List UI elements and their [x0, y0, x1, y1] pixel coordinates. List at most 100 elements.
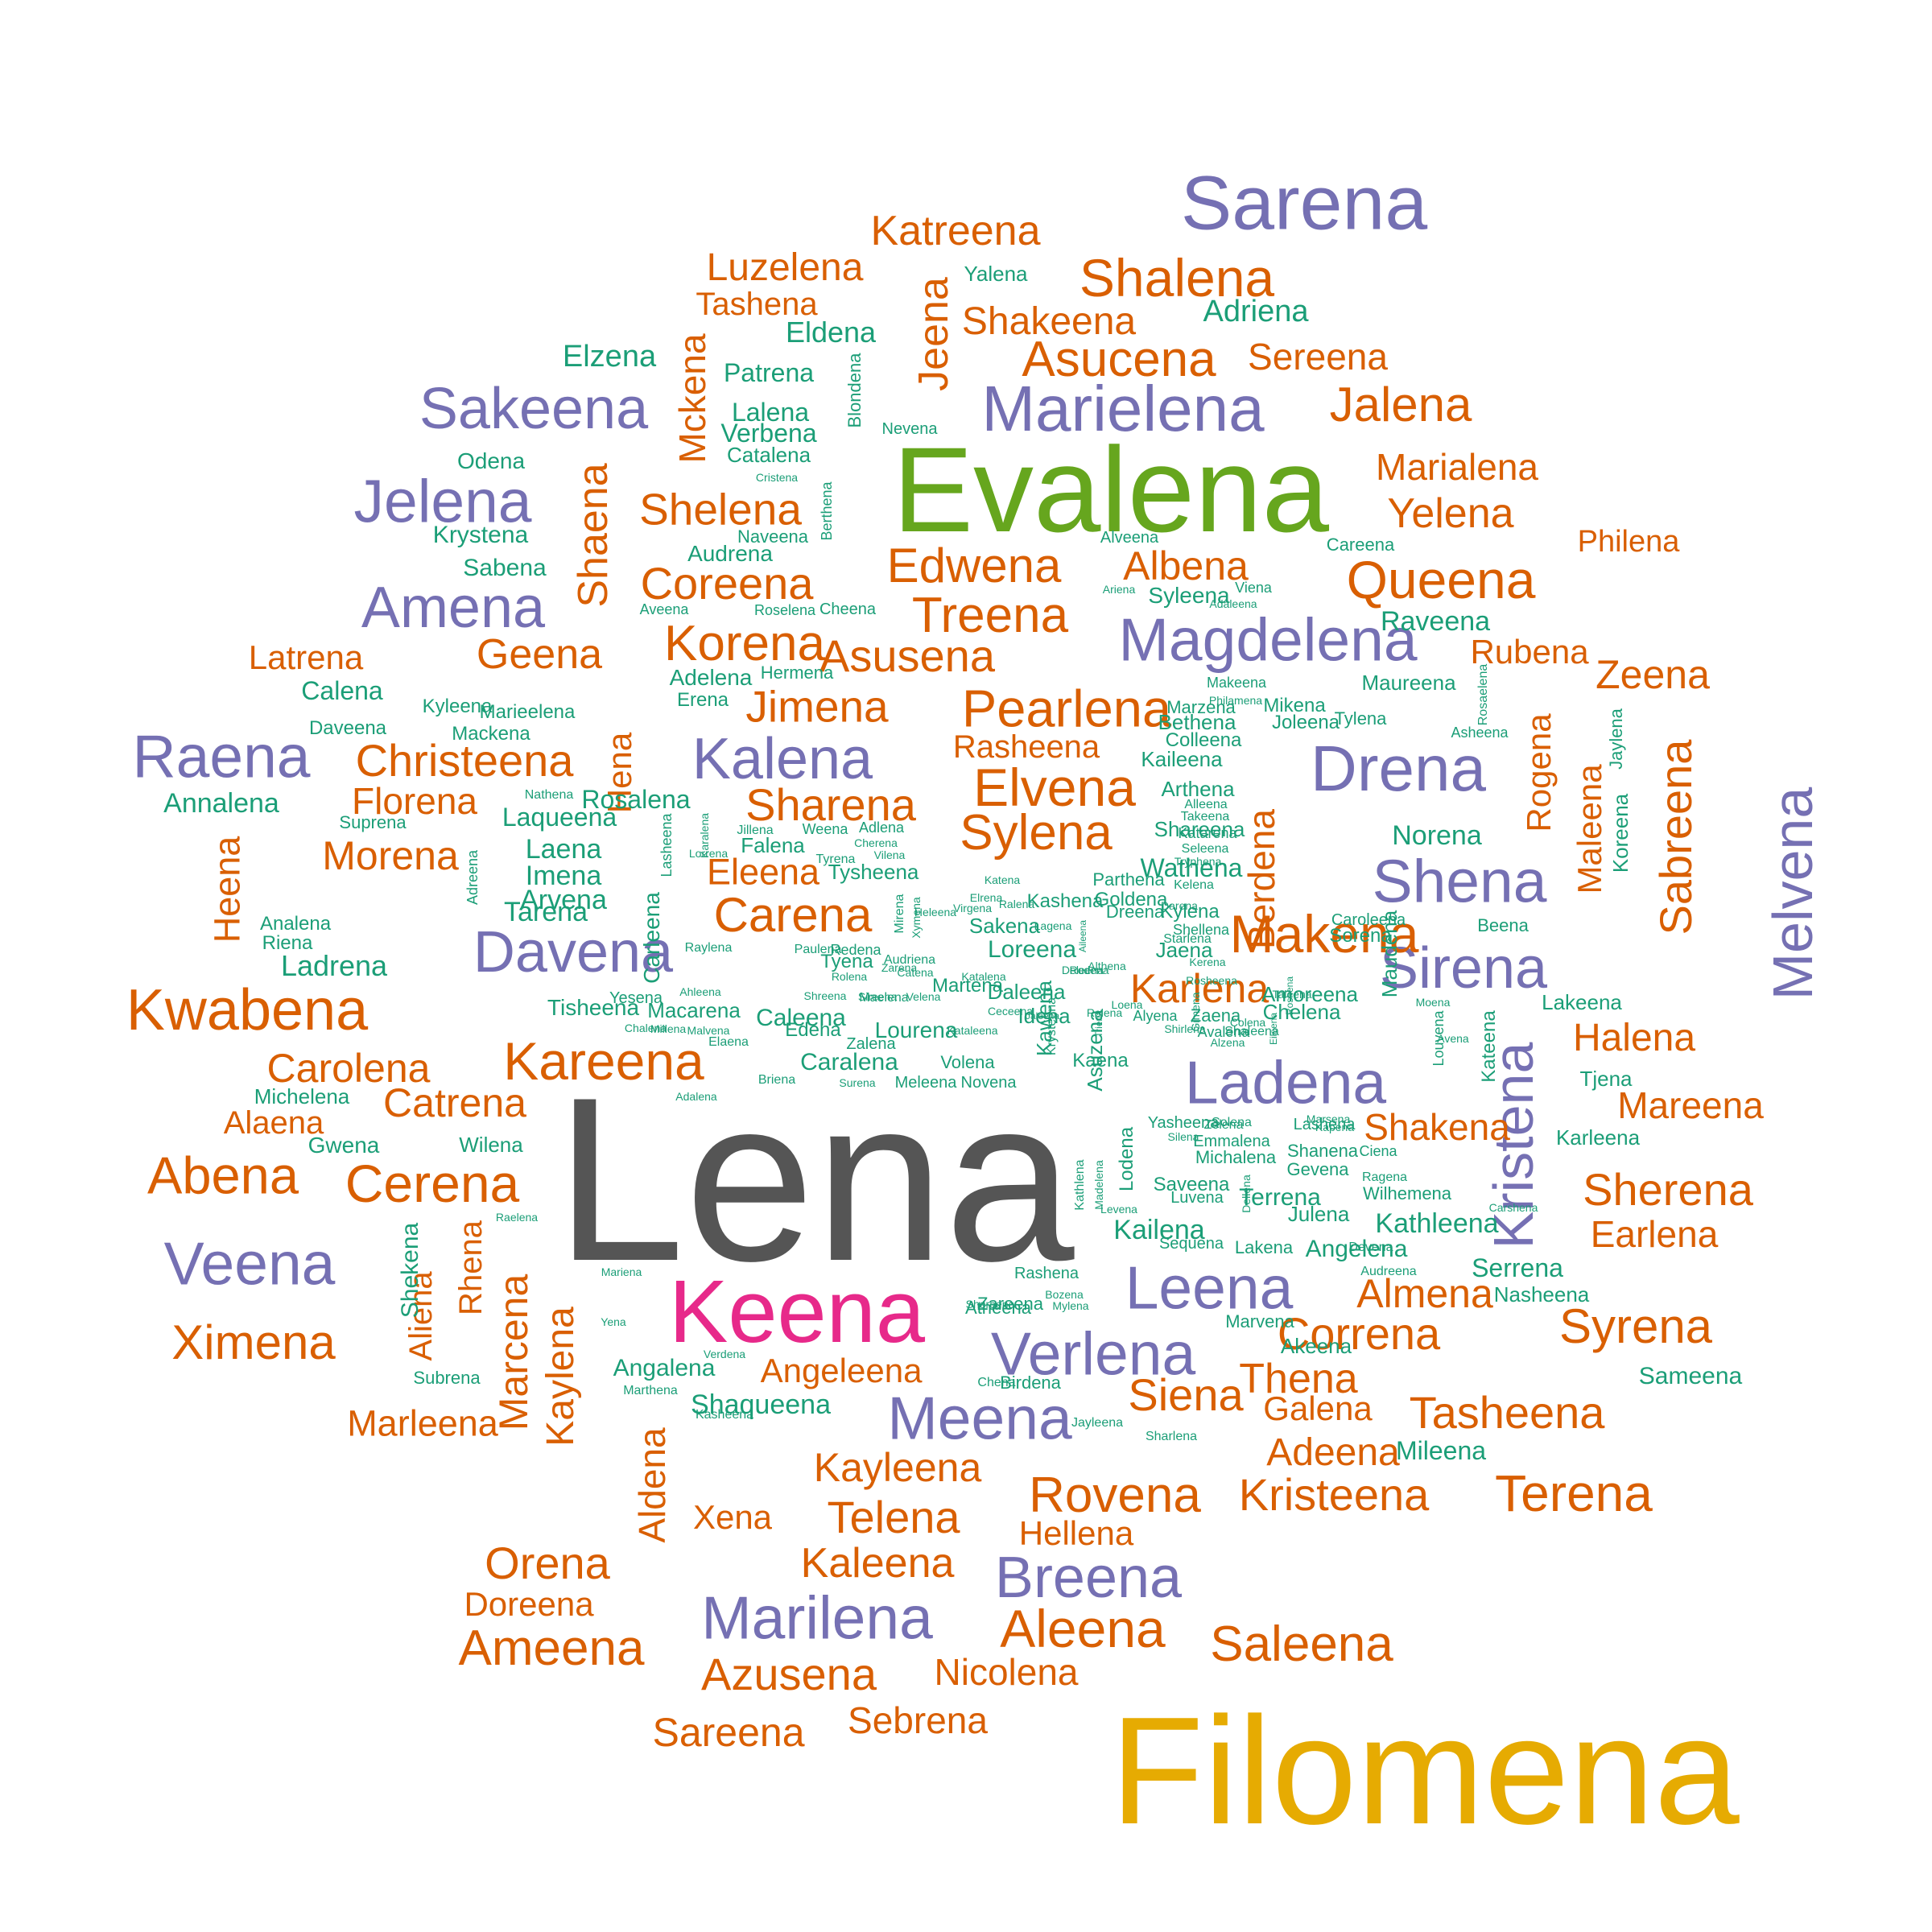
word: Tasheena: [1409, 1387, 1605, 1438]
word: Coreena: [640, 558, 814, 609]
word: Colena: [1229, 1016, 1266, 1029]
word: Alyena: [1133, 1008, 1178, 1024]
word: Arthena: [1161, 777, 1235, 801]
word: Beena: [1477, 915, 1529, 935]
word: Mylena: [1052, 1299, 1089, 1312]
word: Terena: [1495, 1464, 1653, 1522]
word: Nicolena: [934, 1651, 1079, 1693]
word: Shena: [1372, 847, 1547, 915]
word: Shakena: [1364, 1106, 1510, 1148]
word: Kayleena: [813, 1445, 982, 1490]
word: Norena: [1392, 820, 1482, 851]
word: Breena: [994, 1546, 1183, 1610]
word: Luvena: [1170, 1189, 1224, 1207]
word: Eldena: [785, 316, 877, 349]
word: Philena: [1577, 525, 1680, 559]
word: Erena: [676, 689, 729, 711]
word: Chelena: [1262, 1000, 1341, 1024]
word: Surena: [839, 1076, 876, 1089]
word: Devena: [1348, 1241, 1393, 1254]
word: Audrena: [687, 541, 773, 566]
word: Darena: [1161, 899, 1198, 912]
word: Maudena: [1377, 910, 1402, 998]
word: Wilena: [459, 1133, 523, 1157]
word: Hermena: [760, 663, 834, 683]
word: Sherena: [1583, 1164, 1753, 1215]
word: Blondena: [844, 353, 865, 428]
word: Albena: [1123, 543, 1249, 588]
word: Kaena: [1072, 1050, 1129, 1071]
word: Carshena: [1488, 1201, 1538, 1214]
word: Martena: [931, 975, 1004, 997]
word: Eleena: [706, 851, 820, 893]
word: Kalena: [691, 727, 873, 791]
word: Imena: [525, 861, 602, 891]
word: Akeena: [1280, 1334, 1352, 1358]
word: Shereena: [965, 1298, 1015, 1311]
word: Jelena: [353, 467, 532, 535]
word: Sirena: [1379, 936, 1548, 1001]
word: Ariena: [1102, 583, 1136, 596]
word: Koreena: [1608, 793, 1633, 873]
word: Elzena: [562, 340, 657, 374]
word: Shalena: [1079, 248, 1275, 308]
word: Abena: [147, 1146, 299, 1205]
word: Shakeena: [961, 300, 1137, 343]
word: Shaena: [570, 463, 617, 608]
word: Pearlena: [961, 679, 1172, 738]
word: Shanena: [1286, 1141, 1359, 1161]
word: Lorrena: [688, 847, 729, 860]
word: Starlena: [1163, 932, 1212, 946]
word: Shaqueena: [691, 1389, 831, 1420]
word: Kristeena: [1238, 1469, 1430, 1520]
word: Xena: [692, 1498, 773, 1536]
word: Mileena: [1395, 1436, 1487, 1465]
word: Krystena: [432, 522, 529, 548]
word: Kareena: [503, 1031, 704, 1091]
word: Cherena: [854, 836, 898, 849]
word: Caleena: [756, 1005, 846, 1031]
word: Kyleena: [422, 696, 493, 717]
word: Cerena: [345, 1154, 520, 1213]
word: Marsena: [1306, 1113, 1351, 1125]
word: Sabena: [463, 555, 547, 581]
word: Amoreena: [1261, 982, 1358, 1006]
word: Rhena: [453, 1220, 489, 1315]
word: Davena: [473, 920, 674, 985]
word: Ceceena: [987, 1005, 1034, 1018]
word: Bethena: [1158, 710, 1236, 734]
word: Filomena: [1110, 1686, 1740, 1856]
word: Angelena: [1305, 1236, 1408, 1262]
word: Thena: [1239, 1356, 1358, 1402]
word: Rolena: [831, 970, 868, 983]
word: Sabreena: [1650, 739, 1701, 935]
word: Chena: [977, 1376, 1016, 1389]
word: Tyena: [820, 951, 873, 972]
word: Tryphena: [1174, 855, 1222, 868]
word: Alzena: [1210, 1036, 1245, 1049]
word: Bozena: [1045, 1288, 1084, 1301]
word: Sareena: [652, 1710, 805, 1755]
word: Nathena: [524, 788, 574, 802]
word: Kaileena: [1141, 747, 1223, 771]
word: Laena: [525, 834, 602, 865]
word: Wathena: [1140, 853, 1243, 882]
word: Sebrena: [848, 1699, 988, 1741]
word: Kailena: [1113, 1215, 1205, 1245]
word: Marilena: [701, 1583, 933, 1652]
word: Marielena: [981, 373, 1265, 444]
word: Karleena: [1555, 1125, 1641, 1150]
word: Macarena: [647, 998, 741, 1022]
word: Maleena: [1571, 764, 1608, 894]
word: Carleena: [639, 892, 664, 984]
word: Kwabena: [126, 978, 369, 1042]
word: Krysteena: [1045, 997, 1059, 1056]
word: Mariena: [601, 1265, 642, 1278]
word: Korena: [664, 616, 825, 671]
word: Adalena: [675, 1090, 717, 1103]
word: Ahleena: [679, 985, 721, 998]
word: Alveena: [1100, 529, 1159, 547]
word: Careena: [1326, 535, 1395, 555]
word: Veena: [163, 1229, 336, 1298]
word: Briena: [758, 1073, 796, 1087]
